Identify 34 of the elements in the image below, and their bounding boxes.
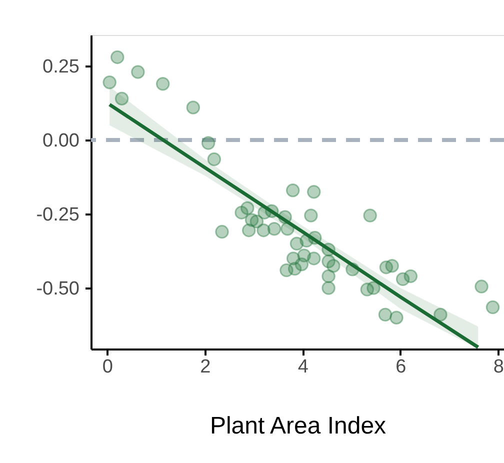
y-tick-label: -0.25 — [36, 204, 80, 226]
y-tick-label: 0.00 — [42, 130, 80, 152]
point — [322, 269, 336, 284]
x-tick-label: 0 — [102, 356, 113, 378]
point — [474, 280, 488, 294]
point — [363, 208, 377, 222]
x-tick-label: 4 — [298, 356, 309, 378]
point — [131, 65, 145, 79]
point — [242, 223, 256, 238]
point — [215, 224, 229, 239]
point — [385, 258, 399, 273]
point — [156, 76, 170, 91]
y-tick-label: 0.25 — [42, 56, 80, 78]
point — [207, 152, 222, 166]
point — [304, 208, 318, 222]
x-tick-label: 6 — [396, 356, 406, 378]
point — [404, 269, 418, 284]
point — [110, 50, 124, 64]
point — [280, 263, 294, 278]
point — [201, 136, 216, 150]
point — [307, 252, 321, 266]
point — [322, 281, 336, 295]
point — [378, 308, 392, 322]
y-tick-label: -0.50 — [36, 278, 80, 300]
point — [486, 300, 500, 314]
x-tick-label: 2 — [200, 356, 211, 378]
point — [390, 310, 404, 324]
x-axis-title: Plant Area Index — [210, 412, 386, 440]
x-tick-label: 8 — [493, 356, 504, 378]
point — [286, 184, 300, 198]
point — [102, 75, 116, 90]
point — [307, 184, 321, 199]
point — [267, 222, 282, 236]
point — [186, 100, 200, 114]
